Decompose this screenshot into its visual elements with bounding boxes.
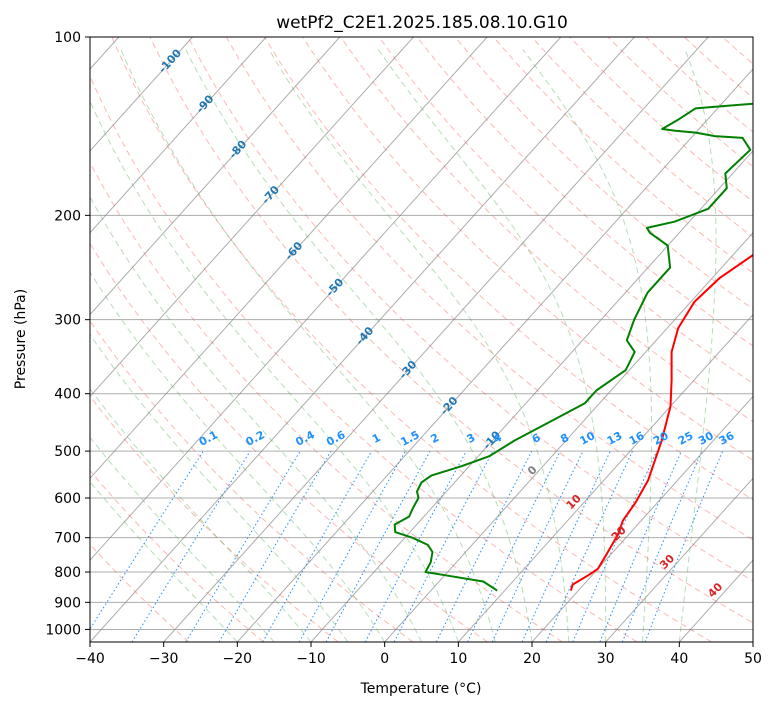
isotherm-line [752,641,753,642]
plot-frame [89,36,754,643]
moist-adiabats [90,49,717,642]
mixing-ratio-label: 25 [676,429,696,448]
y-tick-label: 900 [54,595,81,611]
mixing-ratio-label: 30 [696,429,716,448]
moist-adiabat-line [678,49,717,642]
mixing-ratio-line [572,450,658,642]
isotherm-line [236,68,753,642]
sounding-profiles [393,102,753,592]
y-tick-label: 400 [54,387,81,403]
mixing-ratio-line [545,450,633,642]
y-tick-label: 300 [54,313,81,329]
mixing-ratio-label: 20 [651,429,671,448]
dry-adiabat-line [149,37,753,624]
x-tick-label: 10 [449,651,467,667]
isotherm-line [90,37,193,152]
moist-adiabat-line [90,196,422,642]
mixing-ratio-label: 10 [578,429,598,448]
profile-line [393,102,753,592]
x-tick-label: −30 [149,651,179,667]
dry-adiabat-line [90,242,488,642]
moist-adiabat-line [90,99,459,642]
mixing-ratio-line [435,450,533,642]
y-tick-label: 500 [54,444,81,460]
dry-adiabat-line [90,161,563,642]
moist-adiabat-line [185,49,533,642]
y-tick-label: 200 [54,208,81,224]
x-tick-label: 20 [523,651,541,667]
y-tick-label: 800 [54,565,81,581]
dry-adiabat-line [90,395,339,642]
isotherm-line [605,477,753,642]
mixing-ratio-line [644,450,724,642]
y-tick-label: 600 [54,491,81,507]
mixing-ratio-line [364,450,467,642]
dry-adiabat-line [416,37,753,347]
y-axis-label: Pressure (hPa) [13,289,29,389]
isotherm-line [90,37,488,480]
isotherm-line [90,37,341,316]
isotherm-line [90,37,562,561]
chart-title: wetPf2_C2E1.2025.185.08.10.G10 [276,13,568,33]
mixing-ratio-line [621,450,703,642]
moist-adiabat-line [90,333,349,642]
y-tick-label: 1000 [45,622,81,638]
x-tick-label: 40 [670,651,688,667]
y-tick-label: 100 [54,30,81,46]
x-axis-ticks: −40 −30 −20 −10 0 10 20 30 40 50 [75,642,762,667]
dry-adiabat-line [454,37,753,310]
x-tick-label: 0 [380,651,389,667]
plot-area: -100-90-80-70-60-50-40-30-20-100.1 0.2 0.4… [90,37,775,642]
x-tick-label: −40 [75,651,105,667]
isotherm-line [90,37,635,642]
x-tick-label: −20 [223,651,253,667]
mixing-ratio-label: 13 [605,429,625,448]
dry-adiabat-line [761,37,775,642]
moist-adiabat-line [522,49,653,642]
moist-adiabat-line [268,49,570,642]
mixing-ratio-line [90,450,204,630]
y-axis-ticks: 100 200 300 400 500 600 700 800 900 1000 [45,30,90,638]
moist-adiabat-line [377,49,607,642]
y-tick-label: 700 [54,531,81,547]
isotherm-line [457,313,753,642]
isotherm-line [90,37,267,234]
mixing-ratio-line [298,450,406,642]
mixing-ratio-line [325,450,431,642]
mixing-ratio-label: 16 [627,429,647,448]
x-tick-label: −10 [296,651,326,667]
mixing-ratio-label: 36 [717,429,737,448]
moist-adiabat-line [120,49,496,642]
x-tick-label: 30 [597,651,615,667]
isotherm-line [163,37,709,642]
mixing-ratio-line [599,450,682,642]
moist-adiabat-line [90,271,386,642]
isotherm-line [310,150,753,642]
isotherms [90,37,753,642]
dry-adiabat-line [90,469,264,642]
isotherm-line [90,37,414,398]
isotherm-line [531,395,753,642]
dry-adiabat-line [90,543,190,642]
x-tick-label: 50 [744,651,762,667]
isotherm-line [384,231,753,642]
pressure-gridlines [90,37,753,630]
profile-line [569,253,753,591]
x-axis-label: Temperature (°C) [360,681,482,697]
